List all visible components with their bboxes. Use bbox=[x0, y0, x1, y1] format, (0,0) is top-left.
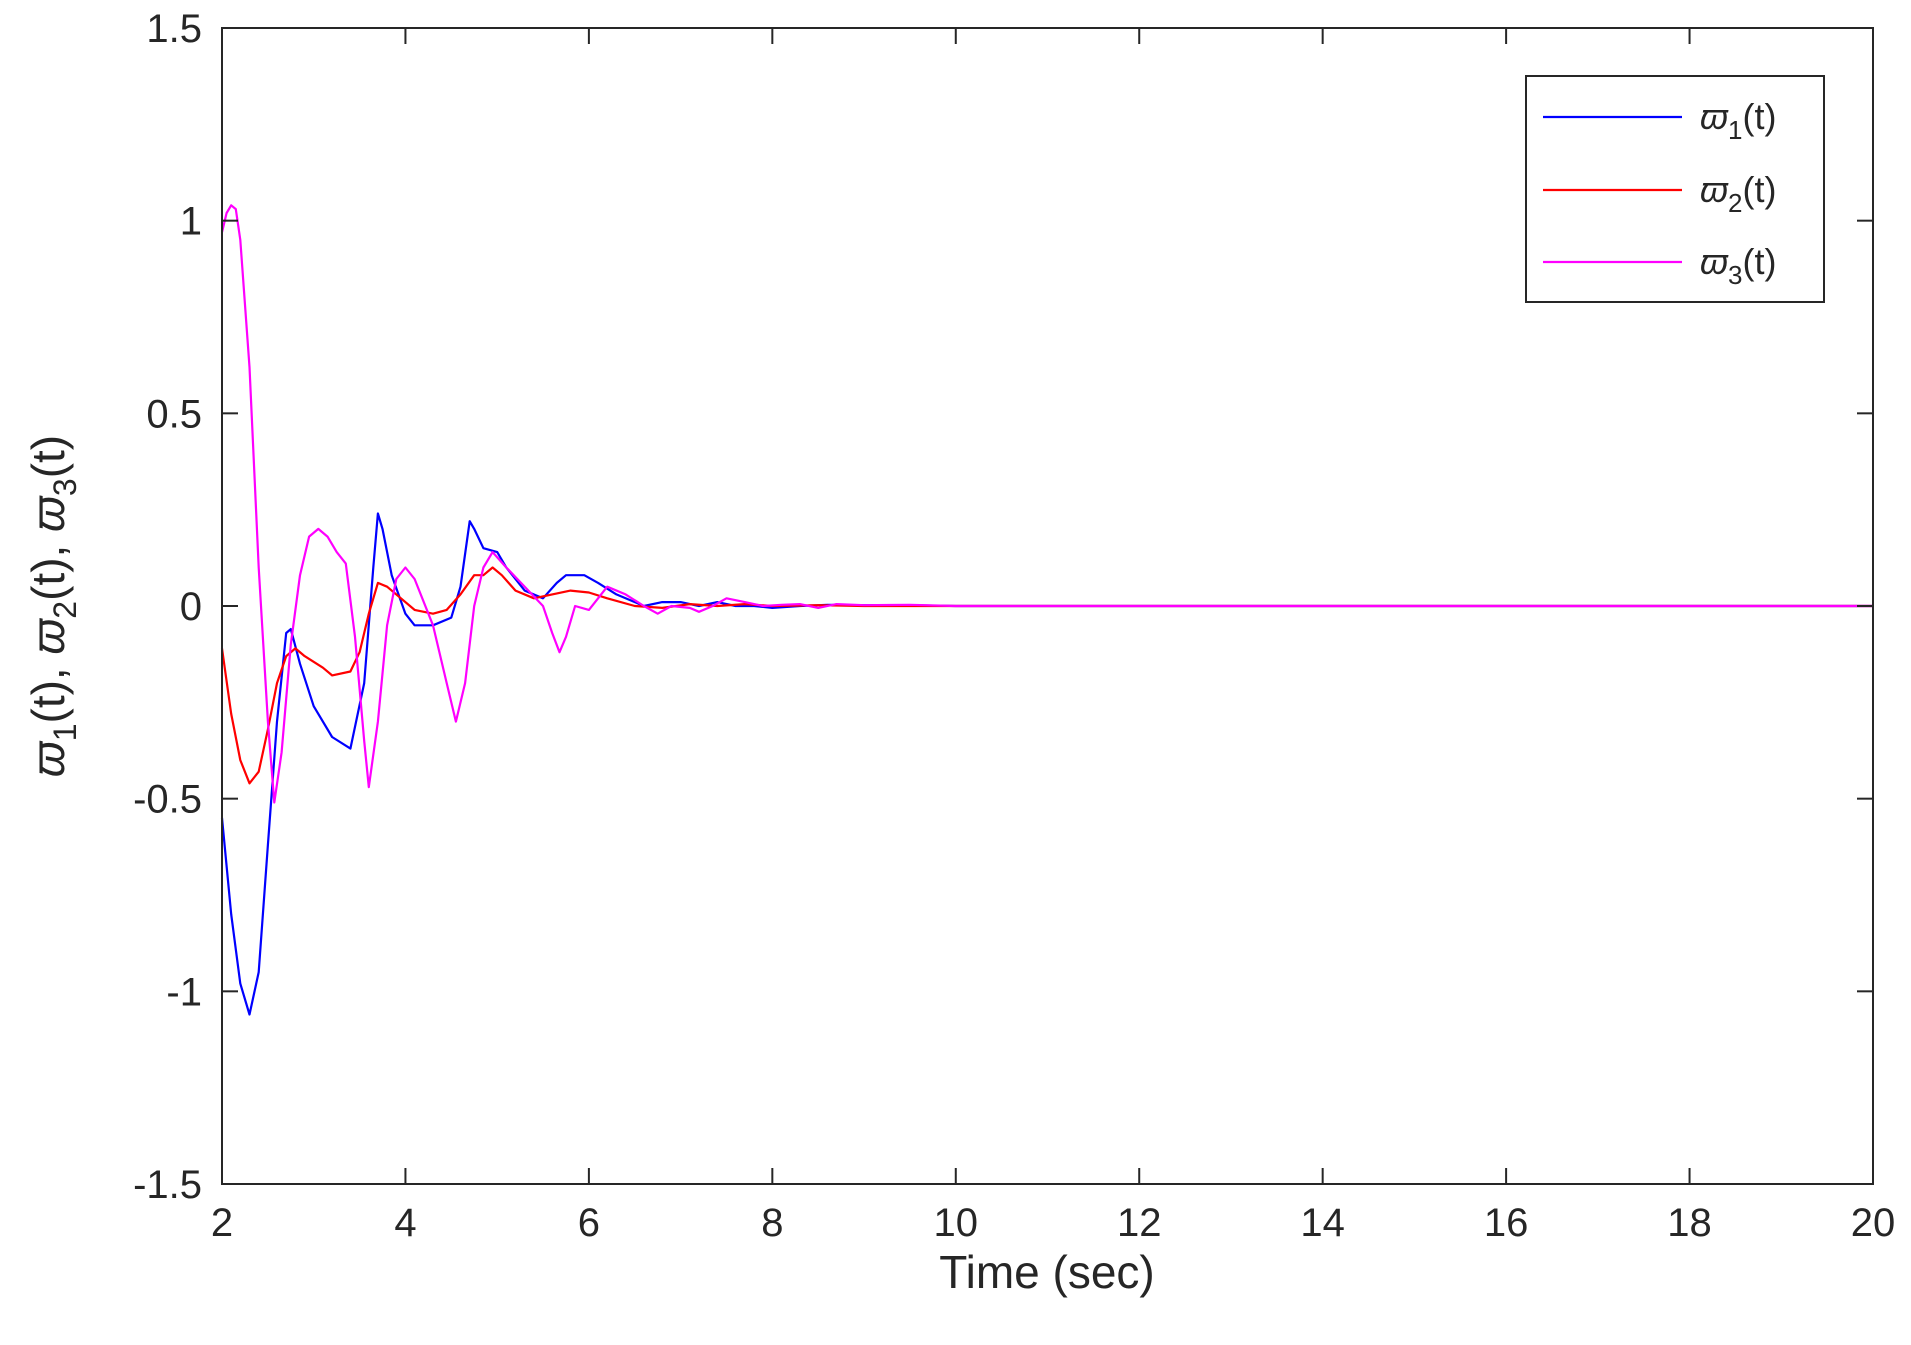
y-label-suffix-1: (t), bbox=[22, 655, 74, 724]
y-tick-labels: -1.5 -1 -0.5 0 0.5 1 1.5 bbox=[133, 7, 202, 1207]
legend-suffix-3: (t) bbox=[1743, 241, 1777, 282]
x-tick-label-7: 16 bbox=[1484, 1201, 1529, 1245]
legend: ϖ1(t)ϖ2(t)ϖ3(t) bbox=[1525, 75, 1825, 303]
legend-label-2: ϖ2(t) bbox=[1700, 169, 1777, 218]
x-tick-label-6: 14 bbox=[1300, 1201, 1345, 1245]
y-tick-label-6: 1.5 bbox=[146, 7, 202, 51]
x-tick-label-3: 8 bbox=[761, 1201, 783, 1245]
legend-suffix-1: (t) bbox=[1743, 96, 1777, 137]
y-axis-label-text: ϖ1(t), ϖ2(t), ϖ3(t) bbox=[22, 435, 83, 777]
x-axis-label: Time (sec) bbox=[939, 1246, 1155, 1298]
y-label-sub-1: 1 bbox=[47, 724, 83, 742]
y-label-sub-3: 3 bbox=[47, 478, 83, 496]
x-tick-label-2: 6 bbox=[578, 1201, 600, 1245]
legend-symbol-3: ϖ bbox=[1700, 241, 1729, 282]
legend-symbol-1: ϖ bbox=[1700, 96, 1729, 137]
x-tick-labels: 2 4 6 8 10 12 14 16 18 20 bbox=[211, 1201, 1895, 1245]
x-tick-label-8: 18 bbox=[1667, 1201, 1712, 1245]
y-tick-label-4: 0.5 bbox=[146, 392, 202, 436]
y-axis-label: ϖ1(t), ϖ2(t), ϖ3(t) bbox=[22, 435, 83, 777]
y-label-symbol-1: ϖ bbox=[22, 740, 74, 777]
legend-label-1: ϖ1(t) bbox=[1700, 96, 1777, 145]
y-label-suffix-3: (t) bbox=[22, 435, 74, 478]
plot-frame bbox=[221, 27, 1874, 1185]
x-tick-label-4: 10 bbox=[934, 1201, 979, 1245]
x-tick-label-1: 4 bbox=[394, 1201, 416, 1245]
y-tick-label-3: 0 bbox=[180, 585, 202, 629]
legend-label-3: ϖ3(t) bbox=[1700, 241, 1777, 290]
y-label-symbol-2: ϖ bbox=[22, 618, 74, 655]
legend-sub-1: 1 bbox=[1728, 115, 1742, 145]
series-layer bbox=[220, 204, 1873, 1016]
x-tick-label-9: 20 bbox=[1851, 1201, 1896, 1245]
legend-suffix-2: (t) bbox=[1743, 169, 1777, 210]
x-tick-label-5: 12 bbox=[1117, 1201, 1162, 1245]
series-line-3 bbox=[220, 204, 1873, 804]
y-tick-label-5: 1 bbox=[180, 200, 202, 244]
legend-symbol-2: ϖ bbox=[1700, 169, 1729, 210]
y-label-symbol-3: ϖ bbox=[22, 495, 74, 532]
y-tick-label-2: -0.5 bbox=[133, 778, 202, 822]
y-label-sub-2: 2 bbox=[47, 601, 83, 619]
y-tick-label-1: -1 bbox=[166, 970, 202, 1014]
legend-sub-2: 2 bbox=[1728, 188, 1742, 218]
y-tick-label-0: -1.5 bbox=[133, 1163, 202, 1207]
legend-sub-3: 3 bbox=[1728, 260, 1742, 290]
y-label-suffix-2: (t), bbox=[22, 532, 74, 601]
x-tick-label-0: 2 bbox=[211, 1201, 233, 1245]
